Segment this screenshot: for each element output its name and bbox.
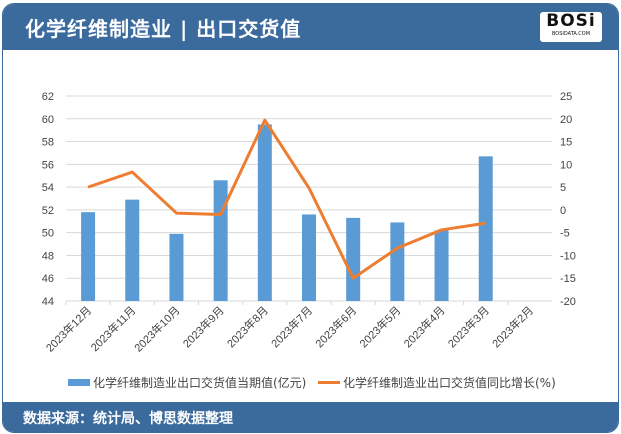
line-point — [264, 119, 266, 121]
x-axis-label: 2023年10月 — [131, 303, 182, 354]
logo-subtext: BOSIDATA.COM — [551, 31, 591, 37]
x-axis-label: 2023年7月 — [268, 303, 315, 350]
bar — [213, 180, 228, 301]
chart-title: 化学纤维制造业 | 出口交货值 — [25, 17, 302, 41]
line-point — [308, 187, 310, 189]
right-axis-tick: 0 — [560, 205, 566, 217]
bar — [346, 217, 361, 301]
x-axis-label: 2023年4月 — [401, 303, 448, 350]
left-axis-tick: 56 — [42, 159, 54, 171]
line-point — [131, 171, 133, 173]
x-axis-label: 2023年11月 — [88, 303, 139, 354]
bar — [434, 230, 449, 301]
legend-line-label: 化学纤维制造业出口交货值同比增长(%) — [343, 376, 556, 390]
left-axis-tick: 46 — [42, 273, 54, 285]
bar — [169, 233, 184, 301]
right-axis-tick: 20 — [560, 114, 572, 126]
left-axis-tick: 60 — [42, 114, 54, 126]
legend-bar: 化学纤维制造业出口交货值当期值(亿元) — [68, 374, 306, 391]
right-axis-tick: 5 — [560, 182, 566, 194]
chart-frame: 化学纤维制造业 | 出口交货值 BOSi BOSIDATA.COM 数据来源：统… — [2, 3, 619, 433]
bar — [257, 124, 272, 301]
left-axis-tick: 50 — [42, 228, 54, 240]
right-axis-tick: 25 — [560, 91, 572, 103]
bar — [125, 199, 140, 301]
right-axis-tick: 10 — [560, 159, 572, 171]
x-axis-label: 2023年8月 — [224, 303, 271, 350]
line-point — [220, 213, 222, 215]
line-point — [441, 229, 443, 231]
right-axis-tick: -5 — [560, 228, 570, 240]
x-axis-label: 2023年6月 — [312, 303, 359, 350]
x-axis-label: 2023年3月 — [445, 303, 492, 350]
bosi-logo: BOSi BOSIDATA.COM — [540, 12, 602, 42]
bar — [302, 214, 316, 301]
right-axis-tick: 15 — [560, 137, 572, 149]
right-axis-tick: -15 — [560, 273, 576, 285]
legend-bar-label: 化学纤维制造业出口交货值当期值(亿元) — [93, 376, 307, 390]
data-source: 数据来源：统计局、博思数据整理 — [23, 411, 233, 427]
x-axis-label: 2023年5月 — [356, 303, 403, 350]
left-axis-tick: 58 — [42, 137, 54, 149]
bar — [81, 212, 96, 301]
bar — [478, 156, 493, 301]
left-axis-tick: 48 — [42, 250, 54, 262]
line-point — [352, 277, 354, 279]
line-point — [396, 247, 398, 249]
logo-text: BOSi — [546, 11, 596, 31]
x-axis-label: 2023年12月 — [43, 303, 94, 354]
footer-bar: 数据来源：统计局、博思数据整理 — [3, 402, 618, 432]
growth-line — [87, 118, 486, 280]
left-axis-tick: 62 — [42, 91, 54, 103]
legend-line-swatch — [318, 381, 340, 384]
left-axis-tick: 54 — [42, 182, 54, 194]
x-axis-label: 2023年9月 — [180, 303, 227, 350]
line-point — [485, 222, 487, 224]
x-axis-label: 2023年2月 — [489, 303, 536, 350]
right-axis-tick: -10 — [560, 250, 576, 262]
right-axis-tick: -20 — [560, 296, 576, 308]
left-axis-tick: 44 — [42, 296, 54, 308]
legend-bar-swatch — [68, 379, 90, 386]
left-axis-tick: 52 — [42, 205, 54, 217]
header-bar: 化学纤维制造业 | 出口交货值 BOSi BOSIDATA.COM — [3, 4, 618, 50]
line-point — [87, 186, 89, 188]
legend-line: 化学纤维制造业出口交货值同比增长(%) — [318, 374, 556, 391]
line-point — [175, 212, 177, 214]
bar — [390, 222, 405, 301]
